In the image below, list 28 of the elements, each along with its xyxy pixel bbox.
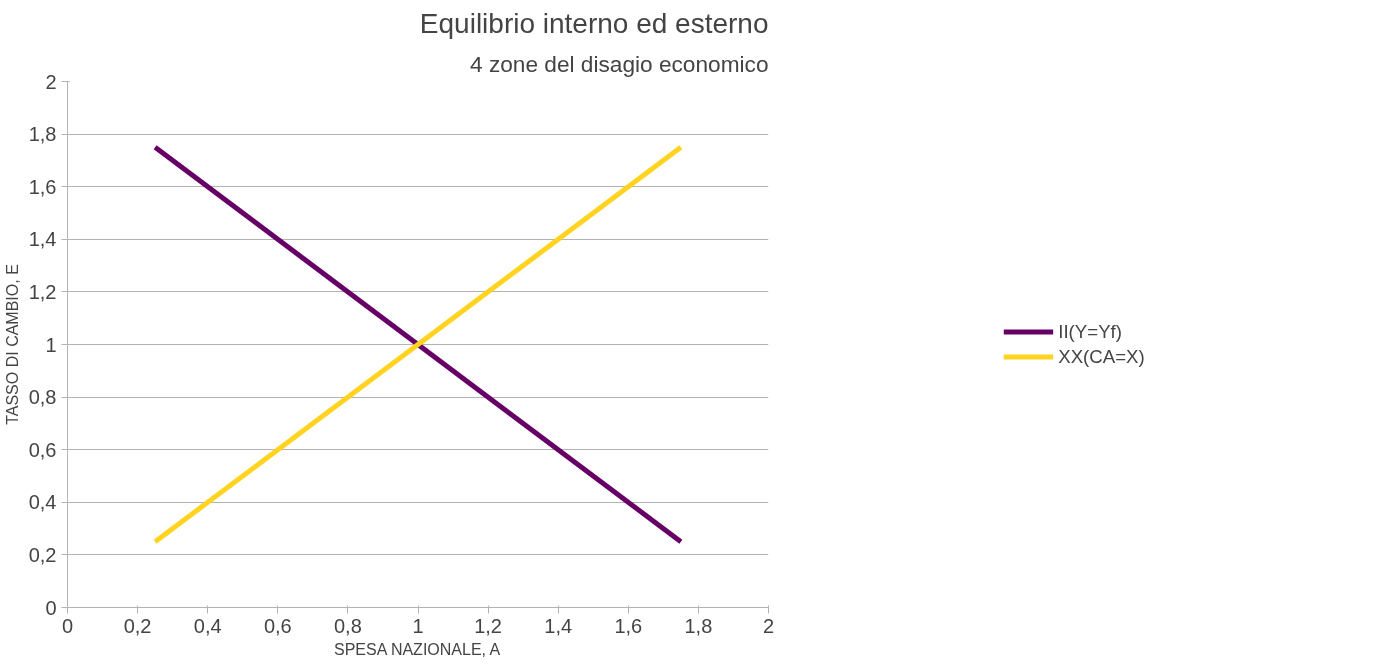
y-tick-label: 0,2	[28, 543, 57, 566]
y-tick-label: 0,8	[28, 386, 57, 409]
y-tick-label: 0,6	[28, 438, 57, 461]
legend-label: II(Y=Yf)	[1058, 320, 1122, 343]
x-tick-label: 0,2	[123, 614, 152, 637]
x-tick-label: 1	[412, 614, 424, 637]
chart-title: Equilibrio interno ed esterno	[419, 7, 769, 39]
y-tick-label: 1,6	[28, 175, 57, 198]
x-tick-label: 1,6	[614, 614, 643, 637]
legend-label: XX(CA=X)	[1058, 345, 1145, 368]
y-tick-label: 1,8	[28, 123, 57, 146]
y-tick-label: 0,4	[28, 491, 57, 514]
y-tick-label: 2	[45, 70, 57, 93]
x-tick-label: 1,4	[544, 614, 573, 637]
x-axis-title: SPESA NAZIONALE, A	[333, 640, 501, 658]
y-tick-label: 1	[45, 333, 57, 356]
y-tick-label: 1,4	[28, 228, 57, 251]
x-tick-label: 0,6	[263, 614, 292, 637]
x-tick-label: 0,8	[334, 614, 362, 637]
x-tick-label: 1,8	[684, 614, 713, 637]
y-axis-title: TASSO DI CAMBIO, E	[3, 264, 21, 425]
x-tick-label: 1,2	[474, 614, 503, 637]
y-tick-label: 0	[45, 596, 57, 619]
x-tick-label: 0,4	[193, 614, 222, 637]
chart-subtitle: 4 zone del disagio economico	[470, 50, 769, 77]
x-tick-label: 0	[61, 614, 74, 637]
x-tick-label: 2	[762, 614, 775, 637]
y-tick-label: 1,2	[28, 280, 57, 303]
